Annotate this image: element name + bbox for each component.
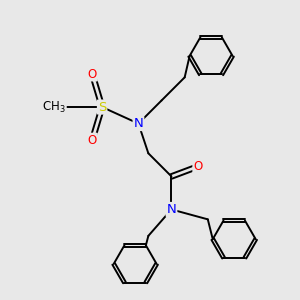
Text: S: S [98, 100, 106, 114]
Text: O: O [88, 68, 97, 80]
Text: CH$_3$: CH$_3$ [42, 100, 66, 115]
Text: N: N [167, 203, 176, 216]
Text: O: O [88, 134, 97, 147]
Text: N: N [134, 117, 143, 130]
Text: O: O [193, 160, 203, 173]
